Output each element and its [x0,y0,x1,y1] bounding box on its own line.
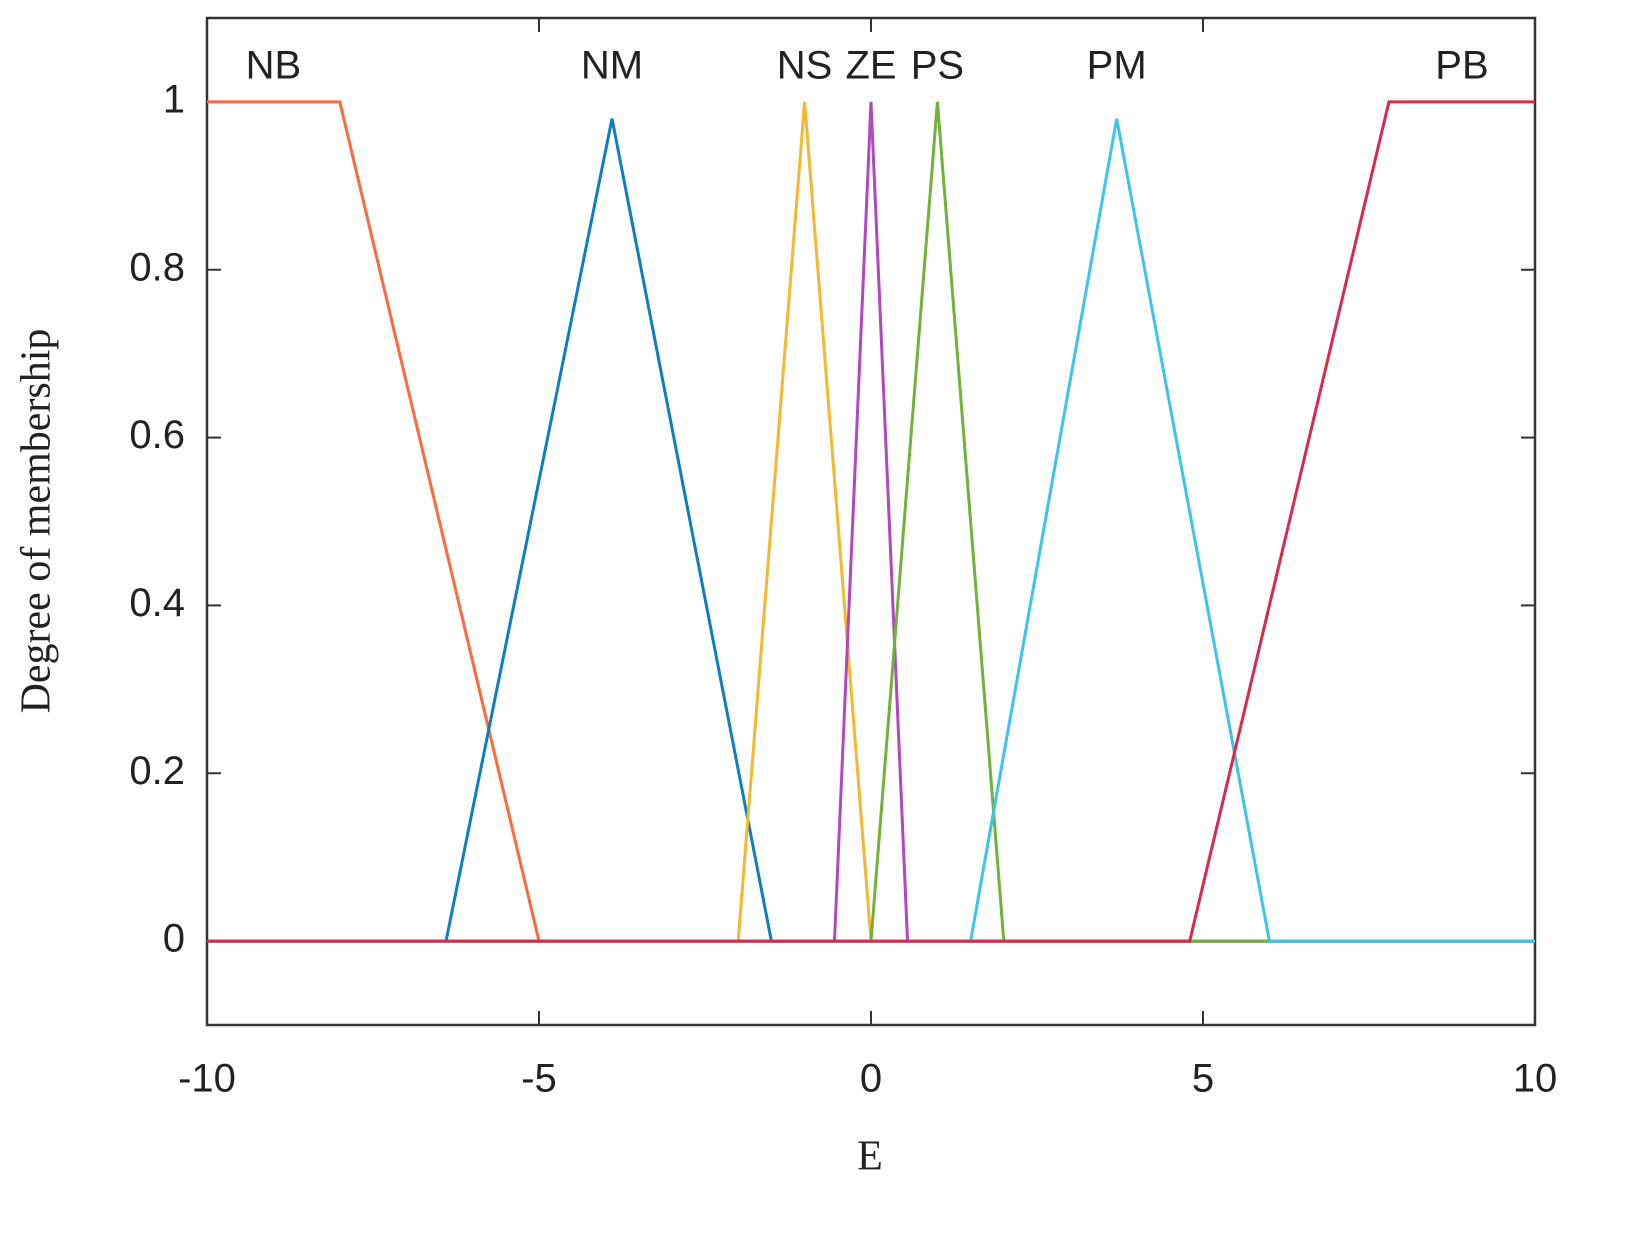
y-tick-label: 0.6 [129,413,185,457]
membership-line [207,100,1535,943]
series-label: PM [1087,44,1147,88]
series-label: NS [777,44,833,88]
series-label: NB [246,44,302,88]
series-label: ZE [845,44,896,88]
y-tick-label: 1 [163,77,185,121]
y-axis-label: Degree of membership [14,329,60,714]
series-label: PB [1435,44,1488,88]
x-tick-label: 0 [860,1057,882,1101]
x-tick-label: -5 [521,1057,557,1101]
y-tick-label: 0.4 [129,581,185,625]
series-label: NM [581,44,643,88]
x-tick-label: -10 [178,1057,236,1101]
x-axis-label: E [857,1134,883,1180]
plot-frame [205,16,1537,1027]
membership-line [207,118,1535,943]
y-tick-label: 0 [163,917,185,961]
membership-line [207,118,1535,943]
x-tick-label: 10 [1513,1057,1558,1101]
x-tick-label: 5 [1192,1057,1214,1101]
y-tick-label: 0.8 [129,245,185,289]
series-label: PS [911,44,964,88]
membership-line [207,101,1535,943]
y-tick-label: 0.2 [129,749,185,793]
membership-line [207,101,1535,943]
membership-line [207,101,1535,943]
membership-line [207,100,1535,943]
